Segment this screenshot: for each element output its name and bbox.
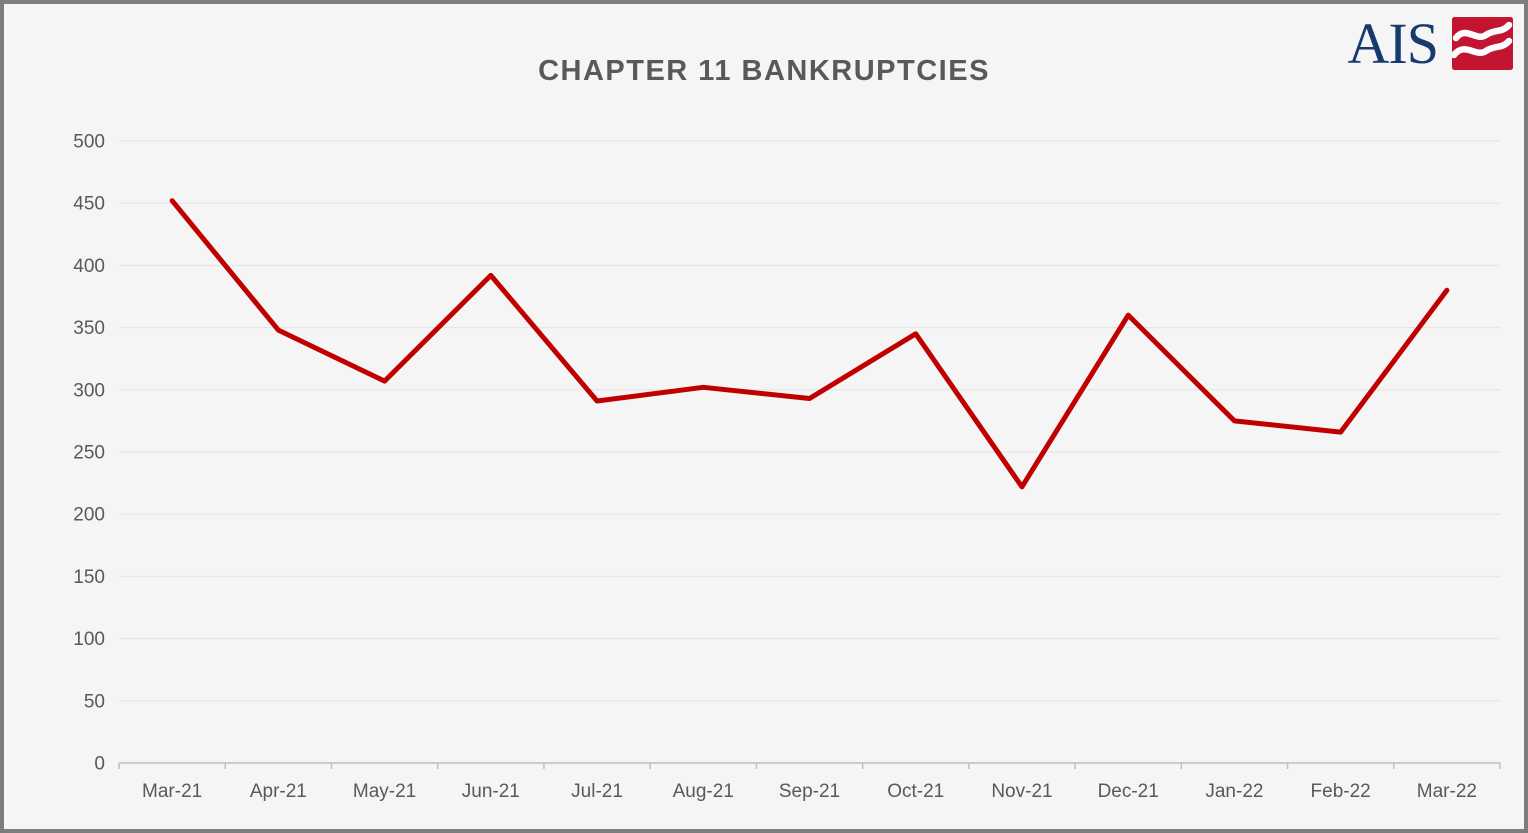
x-tick-label: Jun-21 (462, 781, 520, 802)
y-tick-label: 450 (73, 194, 105, 215)
y-tick-label: 100 (73, 629, 105, 650)
page-title: CHAPTER 11 BANKRUPTCIES (538, 55, 990, 87)
y-tick-label: 500 (73, 132, 105, 153)
y-tick-label: 250 (73, 443, 105, 464)
y-tick-label: 150 (73, 567, 105, 588)
ais-logo-text: AIS (1347, 11, 1439, 76)
x-tick-label: Feb-22 (1311, 781, 1371, 802)
y-tick-label: 50 (84, 691, 105, 712)
data-line (169, 198, 1450, 490)
y-tick-label: 200 (73, 505, 105, 526)
x-tick-label: Mar-22 (1417, 781, 1477, 802)
x-tick-label: Mar-21 (142, 781, 202, 802)
y-tick-label: 400 (73, 256, 105, 277)
x-tick-label: Sep-21 (779, 781, 840, 802)
x-tick-label: Dec-21 (1098, 781, 1159, 802)
x-tick-label: Jul-21 (571, 781, 623, 802)
x-tick-label: Nov-21 (991, 781, 1052, 802)
y-tick-label: 350 (73, 318, 105, 339)
ais-logo: AIS (1347, 11, 1513, 76)
x-tick-label: Aug-21 (673, 781, 734, 802)
x-tick-label: Apr-21 (250, 781, 307, 802)
x-tick-label: May-21 (353, 781, 416, 802)
x-tick-label: Jan-22 (1205, 781, 1263, 802)
y-tick-label: 0 (94, 754, 105, 775)
double-wave-icon (1452, 17, 1513, 71)
y-tick-label: 300 (73, 380, 105, 401)
x-tick-label: Oct-21 (887, 781, 944, 802)
